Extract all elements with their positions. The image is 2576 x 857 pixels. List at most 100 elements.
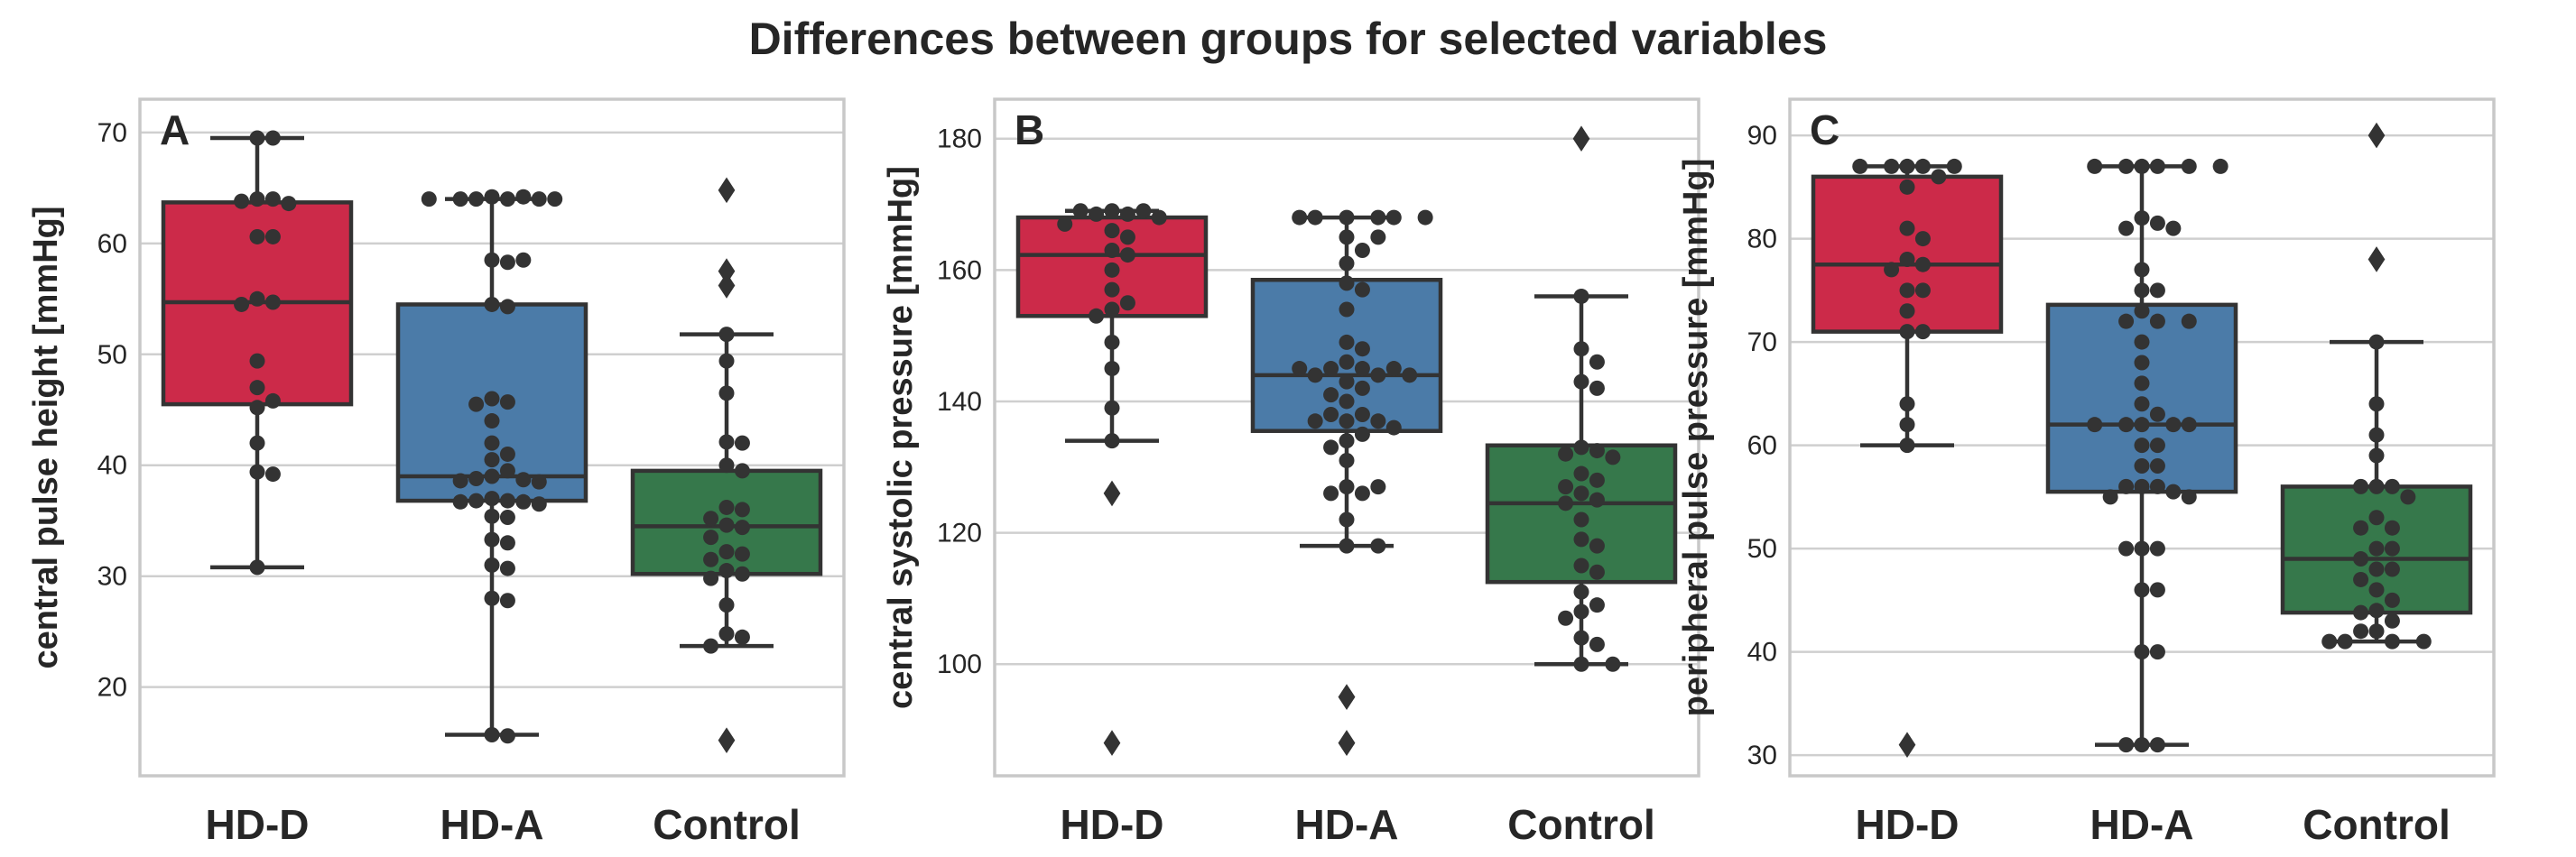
y-tick-label: 120 <box>937 519 982 548</box>
data-point <box>2353 604 2369 621</box>
data-point <box>515 189 532 205</box>
data-point <box>1354 407 1370 423</box>
data-point <box>249 191 265 207</box>
data-point <box>1339 373 1355 390</box>
outlier-marker <box>1103 480 1121 507</box>
outlier-marker <box>1898 732 1916 758</box>
data-point <box>2181 313 2197 329</box>
data-point <box>1573 288 1589 304</box>
data-point <box>734 546 750 562</box>
data-point <box>1899 220 1915 236</box>
data-point <box>1104 223 1120 239</box>
data-point <box>1370 209 1386 226</box>
data-point <box>1931 169 1947 185</box>
figure-title: Differences between groups for selected … <box>748 14 1828 64</box>
data-point <box>484 468 500 484</box>
data-point <box>718 563 735 579</box>
panel-letter: C <box>1810 106 1839 153</box>
data-point <box>1104 301 1120 318</box>
data-point <box>1339 479 1355 495</box>
data-point <box>249 559 265 576</box>
data-point <box>234 296 250 312</box>
data-point <box>2134 457 2150 474</box>
data-point <box>734 463 750 479</box>
data-point <box>2149 644 2165 660</box>
data-point <box>1323 361 1339 377</box>
data-point <box>1589 443 1605 459</box>
data-point <box>1573 531 1589 548</box>
panel-letter: B <box>1015 106 1044 153</box>
data-point <box>452 473 468 489</box>
data-point <box>734 435 750 451</box>
data-point <box>2149 438 2165 454</box>
data-point <box>1914 231 1931 247</box>
data-point <box>531 474 547 490</box>
data-point <box>1089 206 1105 222</box>
data-point <box>484 413 500 429</box>
data-point <box>484 727 500 743</box>
data-point <box>484 491 500 507</box>
data-point <box>1339 393 1355 410</box>
data-point <box>1573 584 1589 600</box>
data-point <box>1605 449 1621 465</box>
data-point <box>1899 158 1915 174</box>
data-point <box>2353 623 2369 640</box>
data-point <box>2165 220 2182 236</box>
data-point <box>1573 341 1589 357</box>
data-point <box>2149 478 2165 494</box>
data-point <box>452 493 468 510</box>
data-point <box>2353 520 2369 536</box>
data-point <box>1339 275 1355 291</box>
data-point <box>2384 592 2400 608</box>
data-point <box>1385 361 1402 377</box>
outlier-marker <box>1338 730 1356 756</box>
data-point <box>2181 158 2197 174</box>
data-point <box>499 728 515 744</box>
data-point <box>1370 367 1386 383</box>
data-point <box>1589 354 1605 370</box>
data-point <box>1119 206 1135 222</box>
data-point <box>468 191 485 207</box>
data-point <box>2149 158 2165 174</box>
y-tick-label: 180 <box>937 124 982 154</box>
data-point <box>515 493 532 510</box>
data-point <box>2368 478 2385 494</box>
data-point <box>2400 489 2416 505</box>
y-tick-label: 50 <box>97 340 127 370</box>
data-point <box>2087 417 2103 433</box>
data-point <box>1354 281 1370 298</box>
data-point <box>1307 367 1323 383</box>
data-point <box>499 299 515 315</box>
data-point <box>249 400 265 416</box>
data-point <box>452 191 468 207</box>
data-point <box>499 560 515 576</box>
data-point <box>1370 413 1386 429</box>
data-point <box>718 457 735 474</box>
outlier-marker <box>2368 246 2386 272</box>
data-point <box>1292 361 1308 377</box>
y-tick-label: 160 <box>937 255 982 285</box>
data-point <box>1589 636 1605 652</box>
data-point <box>1354 485 1370 502</box>
data-point <box>499 535 515 551</box>
data-point <box>2368 561 2385 577</box>
y-tick-label: 40 <box>97 451 127 481</box>
data-point <box>499 510 515 526</box>
data-point <box>1339 452 1355 468</box>
data-point <box>421 191 437 207</box>
data-point <box>1573 511 1589 528</box>
data-point <box>484 531 500 548</box>
data-point <box>1884 158 1900 174</box>
data-point <box>2368 447 2385 464</box>
outlier-marker <box>718 727 736 753</box>
y-tick-label: 90 <box>1747 121 1777 151</box>
data-point <box>2337 633 2353 650</box>
data-point <box>2353 571 2369 587</box>
data-point <box>1323 407 1339 423</box>
data-point <box>1339 511 1355 528</box>
data-point <box>1884 262 1900 278</box>
data-point <box>1573 604 1589 620</box>
data-point <box>2368 540 2385 557</box>
